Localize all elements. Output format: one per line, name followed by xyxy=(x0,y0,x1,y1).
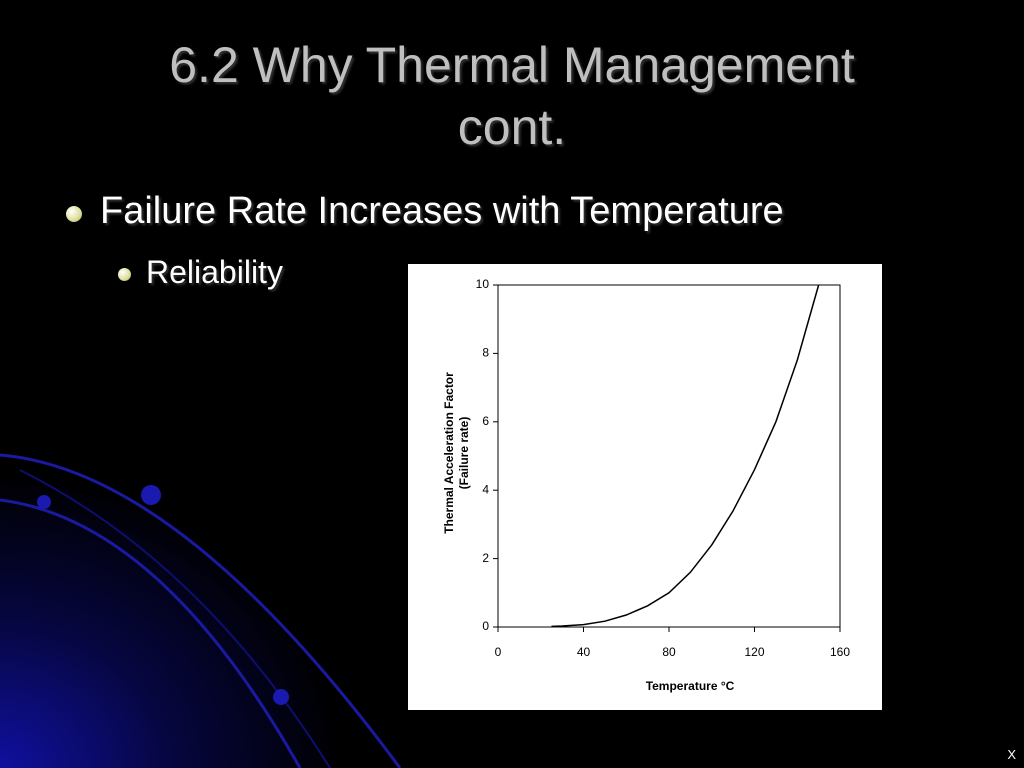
y-axis-label: Thermal Acceleration Factor xyxy=(442,372,456,534)
data-line xyxy=(551,284,820,628)
bullet-dot xyxy=(66,206,82,222)
chart: Temperature °C Thermal Acceleration Fact… xyxy=(408,264,882,710)
y-tick-label: 0 xyxy=(482,619,489,633)
y-axis-label: (Failure rate) xyxy=(457,417,471,490)
y-tick-label: 10 xyxy=(476,277,490,291)
x-tick-label: 0 xyxy=(495,645,502,659)
x-axis-label: Temperature °C xyxy=(646,679,735,693)
sub-bullet: Reliability xyxy=(146,254,283,290)
x-tick-label: 40 xyxy=(577,645,591,659)
y-tick-label: 4 xyxy=(482,482,489,496)
x-tick-label: 80 xyxy=(662,645,676,659)
chart-background xyxy=(408,264,882,710)
x-tick-label: 160 xyxy=(830,645,850,659)
x-tick-label: 120 xyxy=(744,645,764,659)
y-tick-label: 8 xyxy=(482,346,489,360)
bullet: Failure Rate Increases with Temperature xyxy=(100,190,784,232)
y-tick-label: 6 xyxy=(482,414,489,428)
y-tick-label: 2 xyxy=(482,551,489,565)
slide-title: 6.2 Why Thermal Management cont. xyxy=(169,37,855,155)
bullet-dot xyxy=(118,268,131,281)
corner-mark: X xyxy=(1007,747,1016,762)
